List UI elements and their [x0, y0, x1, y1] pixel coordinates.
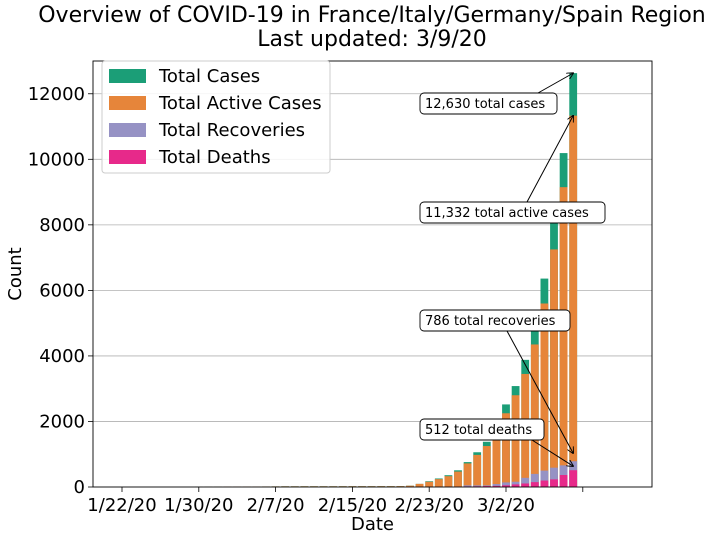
legend-swatch: [109, 123, 146, 137]
bar-total-active-cases: [550, 249, 558, 487]
bar-total-active-cases: [540, 303, 549, 487]
bar-total-active-cases: [454, 471, 462, 487]
annotation-arrow: [537, 73, 573, 94]
legend-swatch: [109, 96, 146, 110]
annotation-text: 11,332 total active cases: [425, 206, 589, 221]
bar-total-active-cases: [434, 479, 443, 487]
bar-total-deaths: [482, 486, 491, 487]
legend-box: [101, 60, 331, 174]
bar-total-recoveries: [550, 467, 558, 487]
bar-total-recoveries: [502, 482, 510, 487]
legend-label: Total Active Cases: [158, 93, 322, 114]
bar-total-active-cases: [406, 485, 414, 487]
annotation-arrow: [526, 116, 573, 203]
bar-total-deaths: [540, 480, 549, 487]
y-tick-label: 4000: [39, 346, 85, 367]
bar-total-active-cases: [463, 463, 472, 487]
bar-total-deaths: [559, 475, 568, 487]
chart-title: Overview of COVID-19 in France/Italy/Ger…: [38, 3, 706, 28]
bar-total-deaths: [502, 485, 510, 487]
chart-subtitle: Last updated: 3/9/20: [257, 27, 487, 52]
bar-total-deaths: [511, 484, 520, 487]
x-axis-label: Date: [351, 514, 394, 535]
y-tick-label: 2000: [39, 411, 85, 432]
bar-total-recoveries: [530, 473, 539, 487]
annotation-text: 786 total recoveries: [425, 314, 556, 329]
y-tick-label: 8000: [39, 215, 85, 236]
y-tick-label: 0: [74, 477, 85, 498]
legend-label: Total Recoveries: [158, 120, 305, 141]
x-tick-label: 2/15/20: [318, 495, 387, 516]
x-tick-label: 2/23/20: [395, 495, 464, 516]
bar-total-recoveries: [521, 477, 530, 487]
bar-total-active-cases: [511, 395, 520, 487]
annotation-box: [419, 418, 545, 441]
bars: [194, 73, 578, 487]
annotation-arrow: [531, 439, 573, 466]
x-tick-label: 1/30/20: [164, 495, 233, 516]
y-tick-label: 6000: [39, 280, 85, 301]
legend-swatch: [109, 150, 146, 164]
annotation-box: [419, 309, 571, 332]
plot-frame: [92, 60, 653, 488]
x-tick-label: 2/7/20: [247, 495, 305, 516]
bar-total-recoveries: [463, 485, 472, 487]
annotations: 12,630 total cases 11,332 total active ca…: [419, 73, 606, 466]
annotation-text: 512 total deaths: [425, 423, 532, 438]
bar-total-active-cases: [502, 413, 510, 487]
bar-total-deaths: [492, 485, 501, 487]
bar-total-recoveries: [511, 481, 520, 487]
bar-total-deaths: [569, 470, 578, 487]
bar-total-active-cases: [473, 454, 482, 487]
x-tick-label: 1/22/20: [87, 495, 156, 516]
legend-swatch: [109, 69, 146, 83]
annotation-text: 12,630 total cases: [425, 97, 545, 112]
bar-total-active-cases: [492, 428, 501, 487]
bar-total-deaths: [550, 479, 558, 487]
bar-total-recoveries: [492, 484, 501, 487]
annotation-box: [419, 201, 606, 224]
bar-total-active-cases: [425, 481, 434, 487]
y-tick-label: 12000: [28, 84, 85, 105]
axes: 0 2000 4000 6000 8000 10000 12000 1/22/20 1/30/2…: [5, 60, 653, 535]
bar-total-active-cases: [559, 187, 568, 487]
bar-total-active-cases: [530, 344, 539, 487]
annotation-arrow: [506, 330, 573, 453]
legend-label: Total Cases: [158, 66, 260, 87]
bar-total-recoveries: [473, 485, 482, 487]
bar-total-active-cases: [482, 446, 491, 487]
bar-total-deaths: [521, 483, 530, 487]
x-tick-label: 3/2/20: [477, 495, 535, 516]
annotation-box: [419, 92, 558, 115]
bar-total-recoveries: [540, 470, 549, 487]
y-tick-label: 10000: [28, 149, 85, 170]
bar-total-deaths: [530, 482, 539, 487]
bar-total-active-cases: [569, 115, 578, 487]
bar-total-active-cases: [444, 476, 453, 487]
legend: Total Cases Total Active Cases Total Recov…: [101, 60, 331, 174]
y-axis-label: Count: [5, 247, 26, 300]
legend-label: Total Deaths: [158, 147, 271, 168]
bar-total-active-cases: [415, 483, 424, 487]
